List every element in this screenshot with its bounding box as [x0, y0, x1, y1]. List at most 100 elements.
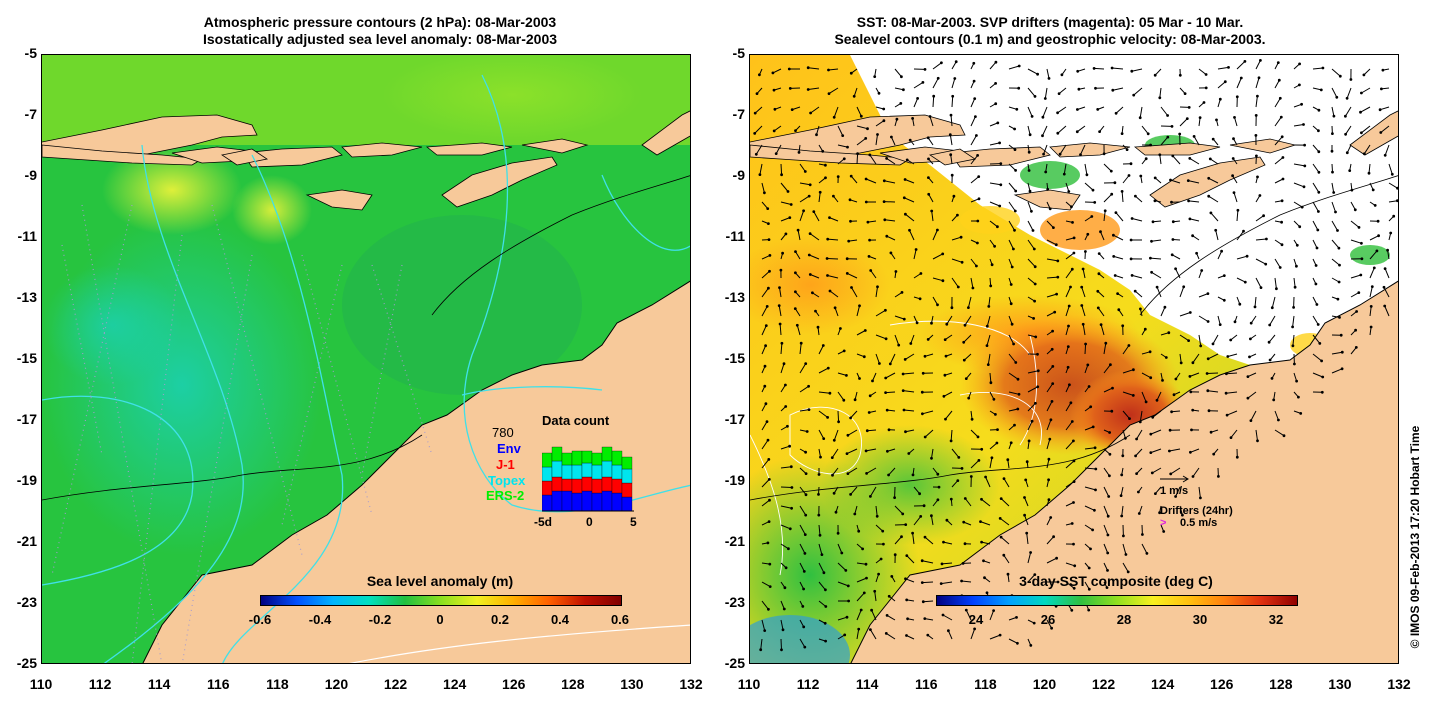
velocity-vector-head [1144, 157, 1148, 161]
velocity-vector-head [767, 222, 770, 226]
velocity-vector [1198, 68, 1207, 75]
velocity-vector-head [948, 133, 952, 136]
velocity-vector [1027, 277, 1036, 285]
velocity-vector-head [1187, 339, 1191, 343]
velocity-vector-head [920, 559, 924, 563]
velocity-vector-head [784, 405, 788, 408]
velocity-vector-head [1129, 257, 1133, 261]
velocity-vector-head [1170, 125, 1174, 128]
velocity-vector-head [1198, 116, 1202, 119]
velocity-vector-head [1369, 305, 1373, 308]
velocity-vector-head [790, 486, 794, 489]
velocity-vector-head [1212, 452, 1216, 456]
velocity-vector [1217, 250, 1223, 260]
velocity-vector-head [1362, 73, 1366, 77]
velocity-vector [989, 610, 995, 621]
velocity-vector-head [1151, 220, 1155, 224]
velocity-vector [1046, 459, 1050, 469]
velocity-vector [951, 96, 954, 108]
velocity-vector-head [1220, 249, 1224, 253]
velocity-vector [1255, 96, 1258, 108]
lon-tick-label: 110 [29, 676, 53, 692]
velocity-vector [780, 486, 792, 488]
velocity-vector-head [970, 417, 974, 421]
velocity-vector [1160, 106, 1168, 116]
lon-tick-label: 112 [88, 676, 112, 692]
velocity-vector-head [821, 149, 825, 153]
velocity-vector-head [905, 598, 909, 602]
velocity-vector-head [784, 566, 788, 570]
velocity-vector [1097, 307, 1105, 317]
velocity-vector [1043, 144, 1048, 155]
velocity-vector [832, 467, 839, 476]
velocity-vector-head [941, 613, 945, 617]
velocity-vector-head [972, 79, 976, 83]
velocity-vector [1139, 410, 1143, 422]
velocity-vector-head [977, 197, 981, 201]
velocity-vector-head [1155, 398, 1159, 402]
velocity-vector [1046, 293, 1057, 298]
velocity-vector [1383, 287, 1390, 298]
velocity-vector [1350, 274, 1361, 279]
velocity-vector-head [1225, 413, 1229, 417]
velocity-vector [970, 429, 979, 438]
sst-map[interactable]: 1 m/s Drifters (24hr) > 0.5 m/s 3-day SS… [749, 54, 1399, 664]
velocity-vector-head [921, 81, 925, 84]
velocity-vector [987, 353, 991, 365]
velocity-vector-head [1093, 201, 1097, 204]
histogram-bar [551, 476, 563, 492]
velocity-vector-head [767, 238, 771, 242]
sea-level-anomaly-map[interactable]: Data count 780 Env J-1 Topex ERS-2 -5d 0… [41, 54, 691, 664]
velocity-vector [780, 466, 792, 469]
velocity-vector-head [1070, 522, 1074, 525]
velocity-vector-head [976, 219, 980, 223]
velocity-vector-head [944, 354, 948, 358]
velocity-vector-head [772, 88, 776, 92]
histogram-bar [601, 490, 613, 512]
velocity-vector [780, 217, 790, 222]
velocity-vector-head [771, 71, 775, 75]
velocity-vector-head [902, 408, 906, 412]
velocity-vector [1044, 87, 1048, 99]
velocity-vector-head [1103, 209, 1107, 213]
velocity-vector [856, 138, 867, 146]
velocity-vector-head [1033, 573, 1037, 576]
velocity-vector-head [763, 191, 766, 195]
velocity-vector [929, 116, 934, 127]
data-count-histogram [542, 446, 634, 512]
velocity-vector [1350, 292, 1360, 298]
velocity-vector-head [1259, 286, 1263, 290]
velocity-vector-head [844, 569, 848, 572]
velocity-vector [827, 258, 839, 260]
velocity-vector [1103, 343, 1107, 355]
velocity-vector-head [1016, 641, 1019, 645]
credit-text: © IMOS 09-Feb-2013 17:20 Hobart Time [1408, 425, 1422, 649]
velocity-vector-head [1094, 467, 1098, 471]
velocity-vector-head [1132, 93, 1136, 97]
velocity-vector [905, 213, 915, 222]
velocity-vector-head [1256, 175, 1259, 179]
velocity-vector [761, 270, 770, 279]
velocity-vector [1008, 334, 1015, 345]
velocity-vector-head [1295, 264, 1298, 268]
velocity-vector [886, 614, 896, 621]
velocity-vector-head [1014, 361, 1018, 364]
velocity-vector-head [971, 286, 975, 290]
velocity-vector-head [1206, 292, 1210, 296]
velocity-vector-head [1225, 372, 1228, 376]
velocity-vector [1331, 258, 1340, 266]
velocity-vector-head [1139, 307, 1142, 311]
velocity-vector-head [889, 251, 893, 255]
velocity-vector-head [802, 587, 805, 591]
velocity-vector-head [1086, 232, 1090, 236]
velocity-vector [932, 277, 944, 282]
velocity-vector-head [1012, 247, 1015, 251]
velocity-vector [1255, 215, 1264, 222]
lat-tick-label: -25 [16, 655, 37, 671]
velocity-vector-head [876, 285, 879, 289]
velocity-vector-head [1179, 361, 1183, 365]
velocity-vector [943, 541, 953, 545]
velocity-vector [905, 429, 915, 433]
sla-tick: 0 [436, 612, 444, 627]
velocity-vector-head [1190, 428, 1193, 432]
